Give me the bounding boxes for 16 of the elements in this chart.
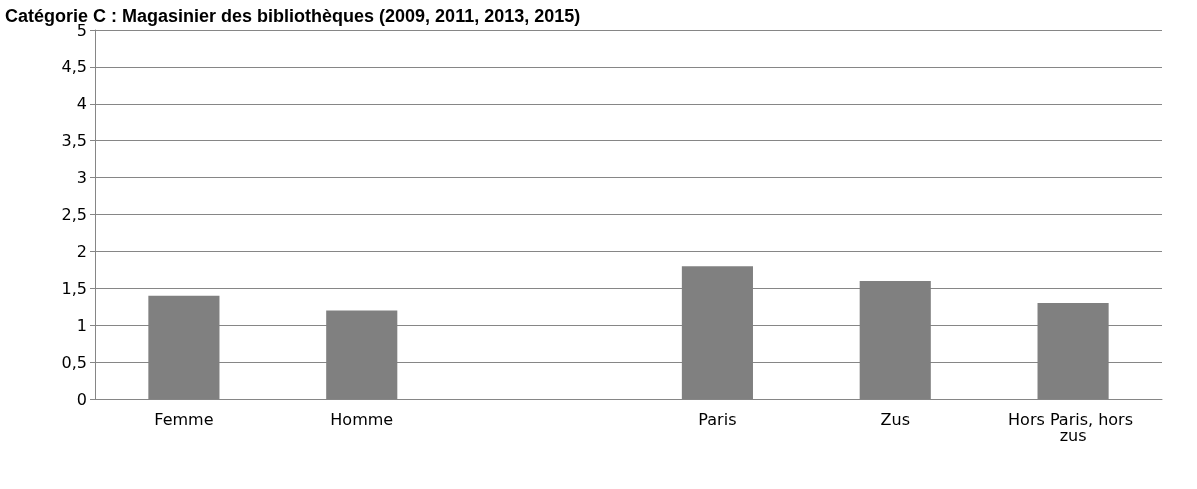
x-tick-label: Homme xyxy=(330,409,394,429)
x-tick-label: Paris xyxy=(698,409,737,429)
x-tick-label: Zus xyxy=(880,409,910,429)
x-tick-label: Femme xyxy=(154,409,214,429)
y-tick-label: 0,5 xyxy=(61,352,87,372)
y-tick-label: 1,5 xyxy=(61,278,87,298)
y-tick-label: 0 xyxy=(76,389,87,409)
y-tick-label: 2,5 xyxy=(61,205,87,224)
chart-title: Catégorie C : Magasinier des bibliothèques (2009, 2011, 2013, 2015) xyxy=(5,6,581,26)
y-tick-label: 3 xyxy=(76,168,87,188)
y-tick-label: 3,5 xyxy=(61,131,87,151)
y-tick-label: 4 xyxy=(76,94,87,114)
y-tick-label: 1 xyxy=(76,315,87,335)
y-tick-label: 2 xyxy=(76,241,87,261)
y-tick-label: 4,5 xyxy=(61,57,87,77)
x-tick-label: Hors Paris, hors zus xyxy=(1008,409,1139,445)
